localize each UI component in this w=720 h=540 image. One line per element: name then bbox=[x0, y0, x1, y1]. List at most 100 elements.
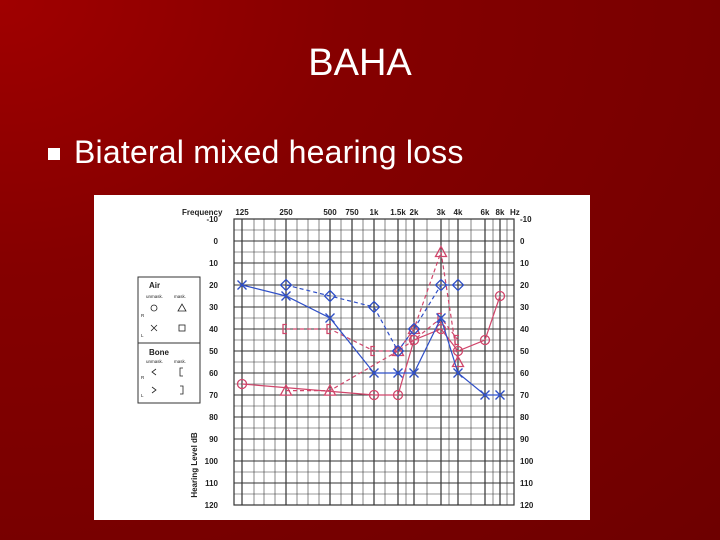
chart-legend: Air unmask. mask. R L Bone unmask. mask. R L bbox=[137, 276, 201, 404]
data-point-square bbox=[407, 322, 421, 336]
slide-title: BAHA bbox=[308, 42, 412, 84]
y-tick-label-left: 40 bbox=[209, 325, 218, 334]
y-tick-label-left: 70 bbox=[209, 391, 218, 400]
audiogram-chart: Frequency 125 250 500 750 1k 1.5k 2k 3k 4k 6k 8k Hz -… bbox=[94, 195, 590, 520]
data-point-x bbox=[495, 390, 505, 400]
y-tick-label-left: 20 bbox=[209, 281, 218, 290]
data-point-x bbox=[393, 368, 403, 378]
legend-right-label: R bbox=[141, 313, 145, 318]
data-point-square bbox=[323, 289, 337, 303]
data-point-circle bbox=[494, 290, 506, 302]
legend-triangle-icon bbox=[177, 303, 187, 312]
chart-series bbox=[236, 245, 506, 401]
y-tick-label-right: 120 bbox=[520, 501, 534, 510]
x-tick-label: 6k bbox=[481, 208, 490, 217]
data-point-triangle bbox=[451, 355, 465, 368]
x-unit-label: Hz bbox=[510, 208, 520, 217]
data-point-x bbox=[237, 280, 247, 290]
data-point-x bbox=[369, 368, 379, 378]
audiogram-svg: Frequency 125 250 500 750 1k 1.5k 2k 3k 4k 6k 8k Hz-… bbox=[137, 208, 534, 510]
legend-mask-label: mask. bbox=[174, 294, 186, 299]
bullet-text: Biateral mixed hearing loss bbox=[74, 134, 464, 170]
legend-left-label: L bbox=[141, 333, 144, 338]
data-point-bracket bbox=[410, 334, 415, 346]
x-tick-label: 1k bbox=[370, 208, 379, 217]
x-tick-label: 4k bbox=[454, 208, 463, 217]
y-tick-label-right: 50 bbox=[520, 347, 529, 356]
y-tick-label-left: 80 bbox=[209, 413, 218, 422]
y-tick-label-right: 90 bbox=[520, 435, 529, 444]
y-tick-label-right: 40 bbox=[520, 325, 529, 334]
legend-circle-icon bbox=[150, 304, 158, 312]
data-point-circle bbox=[479, 334, 491, 346]
series-right_air bbox=[236, 290, 506, 401]
y-tick-label-left: 60 bbox=[209, 369, 218, 378]
x-tick-label: 3k bbox=[437, 208, 446, 217]
y-tick-label-right: -10 bbox=[520, 215, 532, 224]
y-tick-label-right: 10 bbox=[520, 259, 529, 268]
bullet-square-icon bbox=[48, 147, 60, 160]
y-tick-label-right: 20 bbox=[520, 281, 529, 290]
y-tick-label-left: 110 bbox=[205, 479, 218, 488]
data-point-circle bbox=[236, 378, 248, 390]
data-point-x bbox=[480, 390, 490, 400]
legend-bone-mask-label: mask. bbox=[174, 359, 186, 364]
y-tick-label-right: 70 bbox=[520, 391, 529, 400]
y-tick-label-right: 60 bbox=[520, 369, 529, 378]
x-tick-label: 8k bbox=[496, 208, 505, 217]
chart-labels: Frequency 125 250 500 750 1k 1.5k 2k 3k 4k 6k 8k Hz-… bbox=[182, 208, 534, 510]
data-point-bracket bbox=[326, 323, 331, 335]
series-left_air_masked bbox=[279, 278, 465, 358]
y-tick-label-left: 90 bbox=[209, 435, 218, 444]
x-tick-label: 500 bbox=[323, 208, 337, 217]
data-point-circle bbox=[435, 323, 447, 335]
data-point-bracket bbox=[370, 345, 375, 357]
ylabel: Hearing Level dB bbox=[190, 432, 199, 498]
bullet-item: Biateral mixed hearing loss bbox=[48, 134, 464, 171]
x-tick-label: 125 bbox=[235, 208, 249, 217]
y-tick-label-right: 100 bbox=[520, 457, 534, 466]
data-point-x bbox=[409, 368, 419, 378]
x-tick-label: 250 bbox=[279, 208, 293, 217]
data-point-triangle bbox=[279, 383, 293, 396]
data-point-bracket bbox=[282, 323, 287, 335]
series-left_air bbox=[237, 280, 505, 400]
x-tick-label: 2k bbox=[410, 208, 419, 217]
x-tick-label: 750 bbox=[345, 208, 359, 217]
y-tick-label-right: 110 bbox=[520, 479, 533, 488]
chart-grid bbox=[233, 218, 515, 506]
series-line bbox=[241, 295, 501, 396]
legend-bone-unmask-label: unmask. bbox=[146, 359, 163, 364]
data-point-circle bbox=[392, 389, 404, 401]
legend-unmask-label: unmask. bbox=[146, 294, 163, 299]
data-point-square bbox=[434, 278, 448, 292]
legend-bracket-right-icon bbox=[180, 385, 184, 395]
y-tick-label-left: -10 bbox=[206, 215, 218, 224]
data-point-triangle bbox=[323, 383, 337, 396]
data-point-triangle bbox=[434, 245, 448, 258]
data-point-x bbox=[453, 368, 463, 378]
data-point-square bbox=[367, 300, 381, 314]
data-point-square bbox=[391, 344, 405, 358]
data-point-circle bbox=[368, 389, 380, 401]
data-point-bracket bbox=[454, 334, 459, 346]
y-tick-label-left: 100 bbox=[205, 457, 219, 466]
legend-air-title: Air bbox=[149, 281, 160, 290]
y-tick-label-left: 50 bbox=[209, 347, 218, 356]
y-tick-label-left: 120 bbox=[205, 501, 219, 510]
data-point-x bbox=[436, 313, 446, 323]
legend-frame bbox=[137, 276, 201, 404]
legend-bone-right-label: R bbox=[141, 375, 145, 380]
y-tick-label-left: 0 bbox=[214, 237, 219, 246]
data-point-triangle bbox=[407, 322, 421, 335]
legend-bone-lt-icon bbox=[151, 368, 157, 376]
legend-x-icon bbox=[150, 324, 158, 332]
x-tick-label: 1.5k bbox=[390, 208, 406, 217]
legend-bone-left-label: L bbox=[141, 393, 144, 398]
data-point-x bbox=[325, 313, 335, 323]
legend-bone-title: Bone bbox=[149, 348, 170, 357]
data-point-x bbox=[281, 291, 291, 301]
data-point-bracket bbox=[437, 312, 442, 324]
series-line bbox=[241, 284, 500, 396]
y-tick-label-right: 80 bbox=[520, 413, 529, 422]
